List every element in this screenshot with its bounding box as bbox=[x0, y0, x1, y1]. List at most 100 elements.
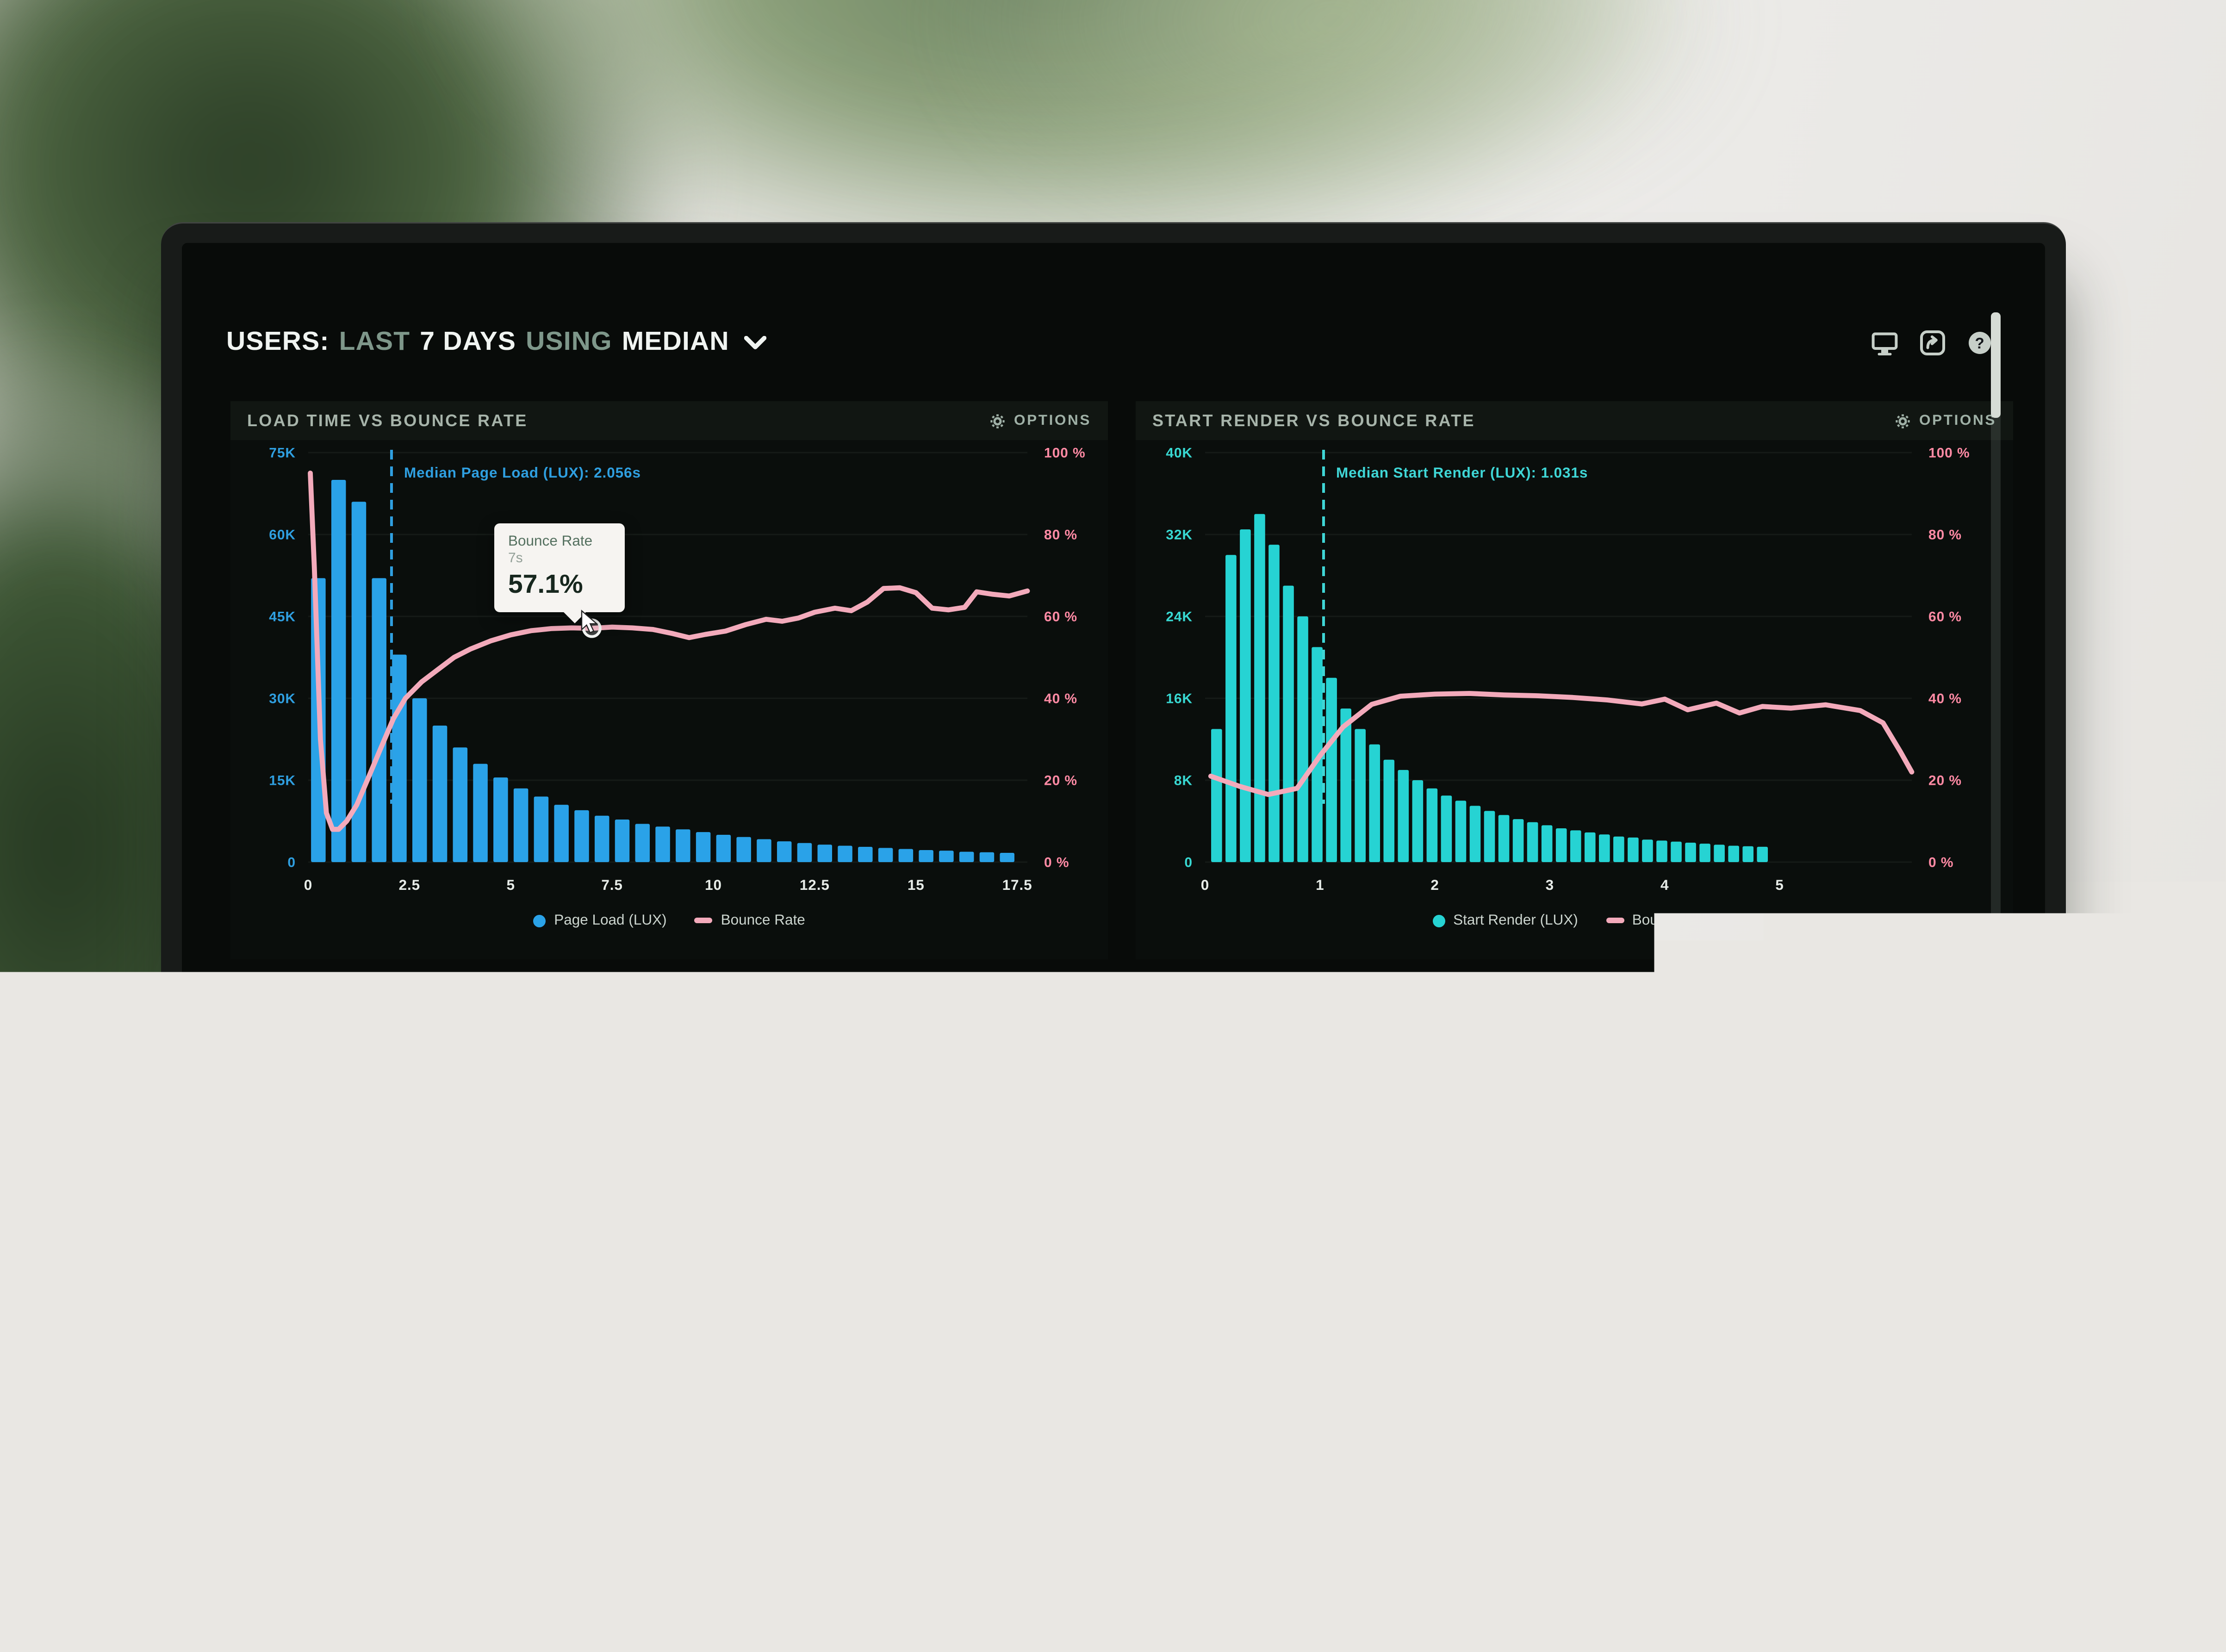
svg-text:100 %: 100 % bbox=[1044, 446, 1086, 461]
share-icon[interactable] bbox=[1919, 330, 1945, 356]
svg-text:15K: 15K bbox=[269, 773, 296, 789]
chat-launcher-button[interactable]: 4 bbox=[1901, 1283, 1980, 1362]
panel-start-render-header: START RENDER VS BOUNCE RATE OPTIONS bbox=[1136, 401, 2013, 440]
svg-text:300K: 300K bbox=[968, 1317, 1002, 1333]
svg-text:17.5: 17.5 bbox=[1002, 876, 1032, 893]
load-time-vs-bounce-rate-chart[interactable]: 75K 100 % 60K 80 % 45K 60 % 30K 40 % 15K 20 % 0 0 %… bbox=[230, 440, 1108, 904]
gear-icon bbox=[990, 413, 1006, 429]
options-button[interactable]: OPTIONS bbox=[990, 1002, 1091, 1019]
svg-text:1s: 1s bbox=[271, 1151, 287, 1166]
svg-text:4 pvs: 4 pvs bbox=[1166, 1151, 1204, 1166]
panel-title: PAGE VIEWS VS ONLOAD bbox=[247, 1001, 485, 1020]
panel-load-time: LOAD TIME VS BOUNCE RATE OPTIONS 75K 100 … bbox=[230, 401, 1108, 959]
svg-text:5: 5 bbox=[1775, 876, 1784, 893]
title-days: 7 DAYS bbox=[420, 328, 516, 358]
svg-text:60%: 60% bbox=[1027, 1317, 1057, 1333]
legend-bounce-rate: Bounce Rate bbox=[695, 912, 805, 929]
metric-bounce-rate: Bounce Rate (LUX) 40.6% bbox=[821, 1037, 1073, 1113]
svg-text:45K: 45K bbox=[269, 609, 296, 625]
header-icons: ? bbox=[1872, 330, 1992, 356]
scrollbar-thumb[interactable] bbox=[1991, 312, 2001, 418]
svg-text:100 %: 100 % bbox=[1928, 446, 1970, 461]
svg-text:0.6s: 0.6s bbox=[259, 1317, 287, 1333]
svg-text:10: 10 bbox=[705, 876, 722, 893]
svg-text:40%: 40% bbox=[1027, 1401, 1057, 1416]
svg-text:2: 2 bbox=[1430, 876, 1439, 893]
svg-text:0.4s: 0.4s bbox=[259, 1401, 287, 1416]
svg-text:4: 4 bbox=[1660, 876, 1669, 893]
svg-text:60 %: 60 % bbox=[1928, 609, 1962, 625]
svg-text:7.5: 7.5 bbox=[601, 876, 623, 893]
page-load-dot-icon bbox=[533, 914, 546, 927]
svg-text:1: 1 bbox=[1316, 876, 1324, 893]
legend-start-render: Start Render (LUX) bbox=[1432, 912, 1578, 929]
svg-text:30K: 30K bbox=[269, 691, 296, 707]
svg-text:0 %: 0 % bbox=[1044, 855, 1069, 870]
svg-text:24K: 24K bbox=[1166, 609, 1193, 625]
start-render-dot-icon bbox=[1432, 914, 1445, 927]
svg-text:32 min: 32 min bbox=[1903, 1234, 1950, 1249]
options-button[interactable]: OPTIONS bbox=[990, 412, 1091, 429]
svg-text:Median Start Render (LUX): 1.0: Median Start Render (LUX): 1.031s bbox=[1336, 464, 1588, 481]
svg-text:32K: 32K bbox=[1166, 528, 1193, 543]
legend-bounce-rate: Bounce Rate bbox=[1606, 912, 1716, 929]
scrollbar-track bbox=[1991, 312, 2001, 1440]
options-button[interactable]: OPTIONS bbox=[1896, 412, 1996, 429]
title-users: USERS: bbox=[226, 328, 330, 358]
bounce-rate-dash-icon bbox=[1606, 918, 1624, 923]
metric-sessions: Sessions (LUX) 479K bbox=[1151, 1037, 1404, 1113]
help-icon[interactable]: ? bbox=[1966, 330, 1992, 356]
start-render-vs-bounce-rate-chart[interactable]: 40K 100 % 32K 80 % 24K 60 % 16K 40 % 8K 20 % 0 0 % 0… bbox=[1136, 440, 2013, 904]
sessions-chart[interactable]: 4 pvs 100K 40 min 3.2 pvs 80K 32 min 2.4 pvs 60… bbox=[1136, 1130, 2013, 1451]
panel-page-views: PAGE VIEWS VS ONLOAD OPTIONS Page Load (… bbox=[230, 991, 1108, 1451]
laptop-hinge: MacBook Pro bbox=[161, 1467, 2066, 1481]
panel-sessions-header: SESSIONS OPTIONS bbox=[1136, 991, 2013, 1030]
metric-session-length: Session Length (LUX) 17min bbox=[1438, 1037, 1691, 1113]
svg-text:100K: 100K bbox=[1849, 1151, 1884, 1166]
metric-divider bbox=[1726, 1062, 1978, 1064]
svg-text:Median Page Load (LUX): 2.056s: Median Page Load (LUX): 2.056s bbox=[404, 464, 641, 481]
svg-text:8K: 8K bbox=[1174, 773, 1193, 789]
panel-sessions: SESSIONS OPTIONS Sessions (LUX) 479K Ses… bbox=[1136, 991, 2013, 1451]
svg-text:1.6 pvs: 1.6 pvs bbox=[1154, 1401, 1204, 1416]
chat-unread-badge: 4 bbox=[1958, 1277, 1984, 1304]
svg-text:0 %: 0 % bbox=[1928, 855, 1953, 870]
options-button[interactable]: OPTIONS bbox=[1896, 1002, 1996, 1019]
title-median: MEDIAN bbox=[622, 328, 729, 358]
page-views-vs-onload-chart[interactable]: 1s 500K 100% 0.8s 400K 80% 0.6s 300K 60% 0.4s 200K… bbox=[230, 1130, 1108, 1451]
mouse-cursor-icon bbox=[580, 609, 598, 634]
metric-divider bbox=[246, 1062, 498, 1064]
svg-text:3: 3 bbox=[1546, 876, 1554, 893]
users-range-dropdown[interactable]: USERS: LAST 7 DAYS USING MEDIAN bbox=[226, 328, 767, 358]
svg-text:100%: 100% bbox=[1027, 1151, 1064, 1166]
svg-text:20 %: 20 % bbox=[1928, 773, 1962, 789]
svg-text:40 min: 40 min bbox=[1903, 1151, 1950, 1166]
svg-text:60K: 60K bbox=[269, 528, 296, 543]
panel-page-views-header: PAGE VIEWS VS ONLOAD OPTIONS bbox=[230, 991, 1108, 1030]
svg-text:200K: 200K bbox=[968, 1401, 1002, 1416]
monitor-icon[interactable] bbox=[1872, 330, 1898, 356]
svg-text:80 %: 80 % bbox=[1044, 528, 1077, 543]
legend: Page Load (LUX) Bounce Rate bbox=[230, 912, 1108, 929]
metric-divider bbox=[1438, 1062, 1691, 1064]
stage: USERS: LAST 7 DAYS USING MEDIAN bbox=[0, 0, 2226, 1484]
svg-text:0: 0 bbox=[287, 855, 296, 870]
svg-text:40K: 40K bbox=[1166, 446, 1193, 461]
svg-text:0.8s: 0.8s bbox=[259, 1234, 287, 1249]
svg-text:0: 0 bbox=[304, 876, 312, 893]
metric-pvs-per-session: PVs Per Session (LUX) 2pvs bbox=[1726, 1037, 1978, 1113]
legend: Start Render (LUX) Bounce Rate bbox=[1136, 912, 2013, 929]
svg-text:40 %: 40 % bbox=[1044, 691, 1077, 707]
legend-page-load: Page Load (LUX) bbox=[533, 912, 666, 929]
svg-text:75K: 75K bbox=[269, 446, 296, 461]
gear-icon bbox=[1896, 413, 1911, 429]
svg-text:2.5: 2.5 bbox=[399, 876, 421, 893]
svg-text:80K: 80K bbox=[1849, 1234, 1876, 1249]
svg-text:15: 15 bbox=[908, 876, 925, 893]
panel-title: SESSIONS bbox=[1152, 1001, 1250, 1020]
svg-text:20 %: 20 % bbox=[1044, 773, 1077, 789]
svg-text:?: ? bbox=[1974, 335, 1984, 352]
svg-text:80%: 80% bbox=[1027, 1234, 1057, 1249]
svg-text:40 %: 40 % bbox=[1928, 691, 1962, 707]
panel-start-render: START RENDER VS BOUNCE RATE OPTIONS 40K 1… bbox=[1136, 401, 2013, 959]
